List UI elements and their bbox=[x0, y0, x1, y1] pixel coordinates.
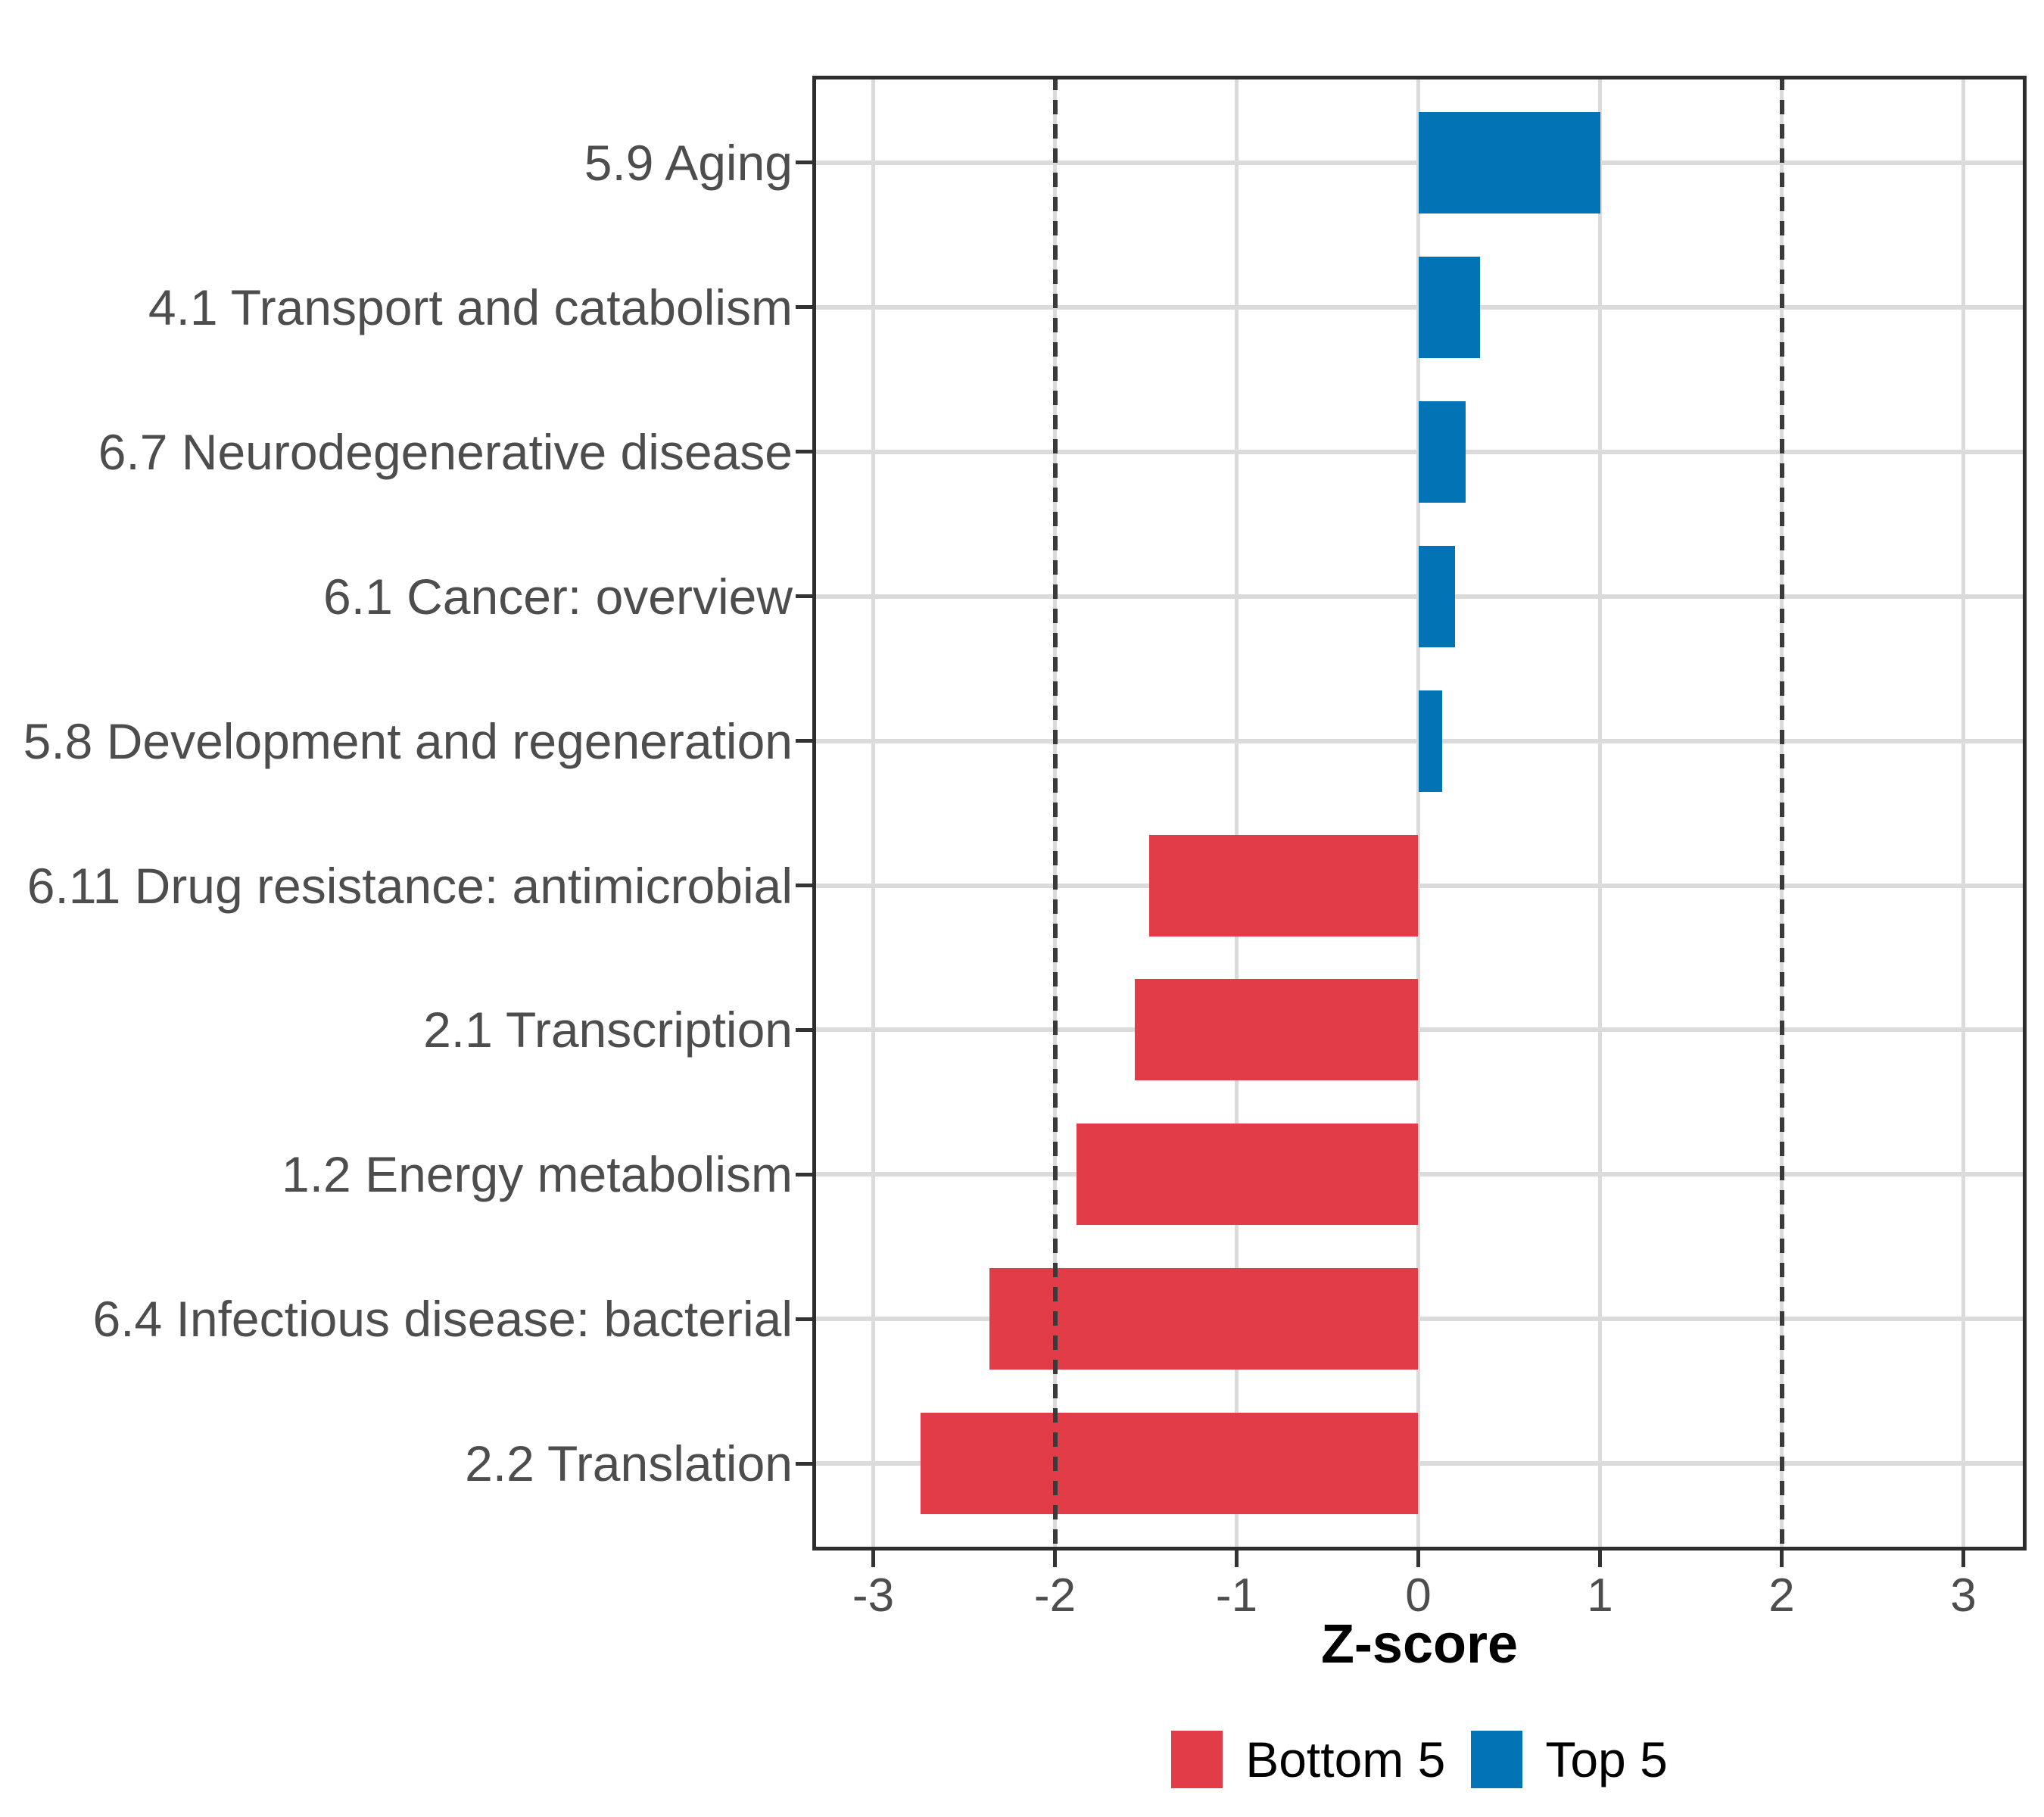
reference-line bbox=[1052, 76, 1058, 1551]
bar bbox=[1418, 400, 1466, 503]
x-axis-tick bbox=[1416, 1551, 1420, 1567]
horizontal-gridline bbox=[812, 1317, 2027, 1322]
horizontal-gridline bbox=[812, 1027, 2027, 1033]
x-axis-title: Z-score bbox=[1320, 1614, 1519, 1675]
x-axis-tick-label: 2 bbox=[1768, 1569, 1795, 1622]
legend-item: Bottom 5 bbox=[1171, 1731, 1445, 1788]
y-axis-label: 6.7 Neurodegenerative disease bbox=[98, 423, 793, 480]
x-axis-tick bbox=[871, 1551, 875, 1567]
vertical-gridline bbox=[871, 76, 875, 1551]
y-axis-tick bbox=[796, 1027, 812, 1032]
y-axis-tick bbox=[796, 1461, 812, 1466]
y-axis-tick bbox=[796, 161, 812, 165]
bar bbox=[920, 1413, 1419, 1515]
y-axis-label: 5.8 Development and regeneration bbox=[23, 712, 793, 769]
x-axis-tick-label: 0 bbox=[1405, 1569, 1432, 1622]
vertical-gridline bbox=[1235, 76, 1239, 1551]
bar bbox=[1149, 834, 1419, 937]
bar bbox=[1135, 979, 1419, 1081]
legend-label: Top 5 bbox=[1545, 1731, 1668, 1787]
horizontal-gridline bbox=[812, 1172, 2027, 1177]
y-axis-tick bbox=[796, 305, 812, 310]
y-axis-tick bbox=[796, 594, 812, 599]
legend: Bottom 5 Top 5 bbox=[812, 1731, 2027, 1788]
plot-panel bbox=[812, 76, 2027, 1551]
bar bbox=[1418, 690, 1442, 792]
x-axis-tick-label: -1 bbox=[1215, 1569, 1258, 1622]
y-axis-tick bbox=[796, 1317, 812, 1321]
legend-swatch bbox=[1171, 1731, 1223, 1788]
y-axis-label: 1.2 Energy metabolism bbox=[282, 1146, 793, 1203]
bar bbox=[1077, 1124, 1419, 1226]
y-axis-label: 6.1 Cancer: overview bbox=[323, 568, 793, 625]
horizontal-gridline bbox=[812, 883, 2027, 888]
y-axis-label: 6.11 Drug resistance: antimicrobial bbox=[26, 857, 793, 914]
legend-label: Bottom 5 bbox=[1245, 1731, 1446, 1787]
y-axis-tick bbox=[796, 450, 812, 454]
x-axis-tick-label: 1 bbox=[1587, 1569, 1613, 1622]
bar bbox=[1418, 545, 1455, 647]
reference-line bbox=[1779, 76, 1784, 1551]
y-axis-label: 2.2 Translation bbox=[465, 1435, 793, 1492]
x-axis-tick-label: -2 bbox=[1033, 1569, 1077, 1622]
horizontal-gridline bbox=[812, 1461, 2027, 1466]
vertical-gridline bbox=[1598, 76, 1602, 1551]
vertical-gridline bbox=[1961, 76, 1965, 1551]
y-axis-label: 5.9 Aging bbox=[584, 134, 793, 191]
legend-item: Top 5 bbox=[1471, 1731, 1668, 1788]
bar bbox=[1418, 111, 1600, 213]
x-axis-tick bbox=[1235, 1551, 1239, 1567]
y-axis-label: 2.1 Transcription bbox=[423, 1002, 793, 1058]
x-axis-tick bbox=[1053, 1551, 1057, 1567]
y-axis-label: 4.1 Transport and catabolism bbox=[148, 279, 793, 335]
x-axis-tick-label: -3 bbox=[852, 1569, 895, 1622]
legend-swatch bbox=[1471, 1731, 1523, 1788]
y-axis-tick bbox=[796, 739, 812, 743]
x-axis-tick bbox=[1598, 1551, 1602, 1567]
x-axis-tick bbox=[1961, 1551, 1965, 1567]
x-axis-tick bbox=[1780, 1551, 1784, 1567]
bar bbox=[1418, 256, 1481, 358]
vertical-gridline bbox=[1416, 76, 1420, 1551]
y-axis-tick bbox=[796, 1172, 812, 1177]
x-axis-tick-label: 3 bbox=[1950, 1569, 1977, 1622]
bar bbox=[989, 1268, 1419, 1370]
y-axis-label: 6.4 Infectious disease: bacterial bbox=[92, 1291, 793, 1348]
y-axis-tick bbox=[796, 884, 812, 887]
